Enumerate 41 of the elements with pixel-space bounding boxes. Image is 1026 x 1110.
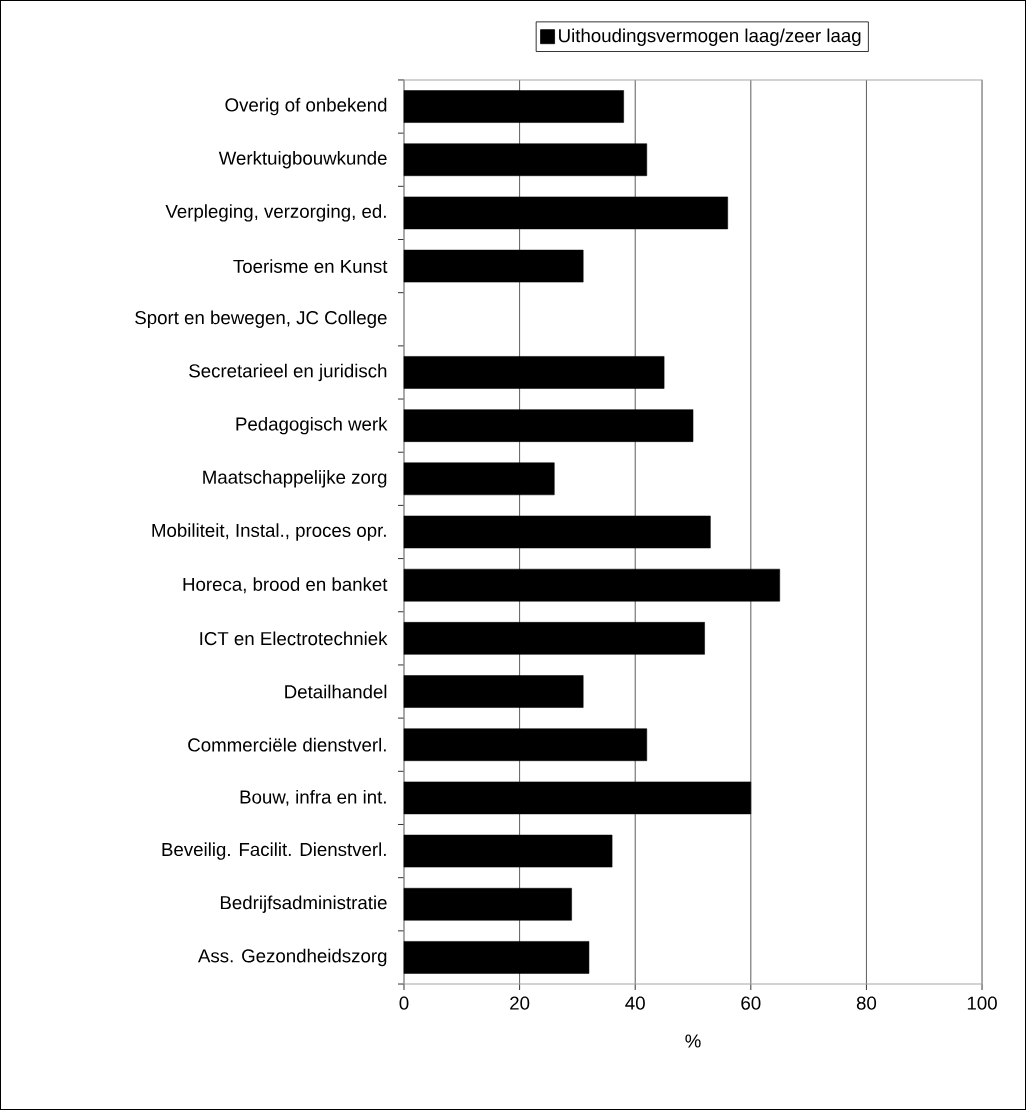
bar: [403, 887, 572, 921]
y-tick-label: Maatschappelijke zorg: [203, 470, 387, 488]
bar: [403, 462, 555, 496]
bar: [403, 568, 780, 602]
bar: [403, 728, 648, 761]
x-tick-label: 80: [856, 996, 877, 1010]
bar: [403, 781, 752, 815]
y-tick-label: Beveilig. Facilit. Dienstverl.: [162, 842, 386, 860]
bar: [403, 249, 584, 283]
x-tick-label: 40: [625, 996, 645, 1010]
y-tick-label: Werktuigbouwkunde: [218, 151, 387, 169]
x-tick-label: 100: [967, 996, 997, 1010]
x-axis-title: %: [685, 1034, 701, 1048]
y-tick-label: Bouw, infra en int.: [240, 789, 386, 806]
y-tick-label: Ass. Gezondheidszorg: [198, 948, 387, 967]
y-tick-label: Secretarieel en juridisch: [189, 363, 387, 382]
x-tick-label: 0: [399, 996, 409, 1010]
x-tick-label: 60: [741, 996, 761, 1010]
y-tick-label: Overig of onbekend: [225, 97, 387, 116]
bar: [403, 143, 648, 176]
bar: [403, 941, 590, 974]
legend-label: Uithoudingsvermogen laag/zeer laag: [559, 28, 861, 46]
y-tick-label: Bedrijfsadministratie: [220, 895, 387, 913]
bar: [403, 515, 711, 549]
bar: [403, 356, 665, 389]
bar: [403, 622, 705, 655]
y-tick-label: Horeca, brood en banket: [183, 577, 388, 594]
bar: [403, 675, 584, 708]
y-tick-label: Detailhandel: [285, 684, 387, 699]
x-tick-label: 20: [510, 996, 530, 1010]
bar: [403, 834, 613, 868]
y-tick-label: ICT en Electrotechniek: [200, 631, 388, 646]
y-tick-label: Pedagogisch werk: [236, 416, 388, 435]
y-tick-label: Toerisme en Kunst: [233, 259, 388, 273]
y-tick-label: Verpleging, verzorging, ed.: [165, 204, 386, 222]
bar: [403, 90, 624, 123]
y-tick-label: Mobiliteit, Instal., proces opr.: [152, 523, 386, 541]
y-tick-label: Sport en bewegen, JC College: [135, 310, 387, 328]
bar: [403, 196, 728, 230]
bar: [403, 409, 694, 442]
y-tick-label: Commerciële dienstverl.: [188, 737, 386, 752]
